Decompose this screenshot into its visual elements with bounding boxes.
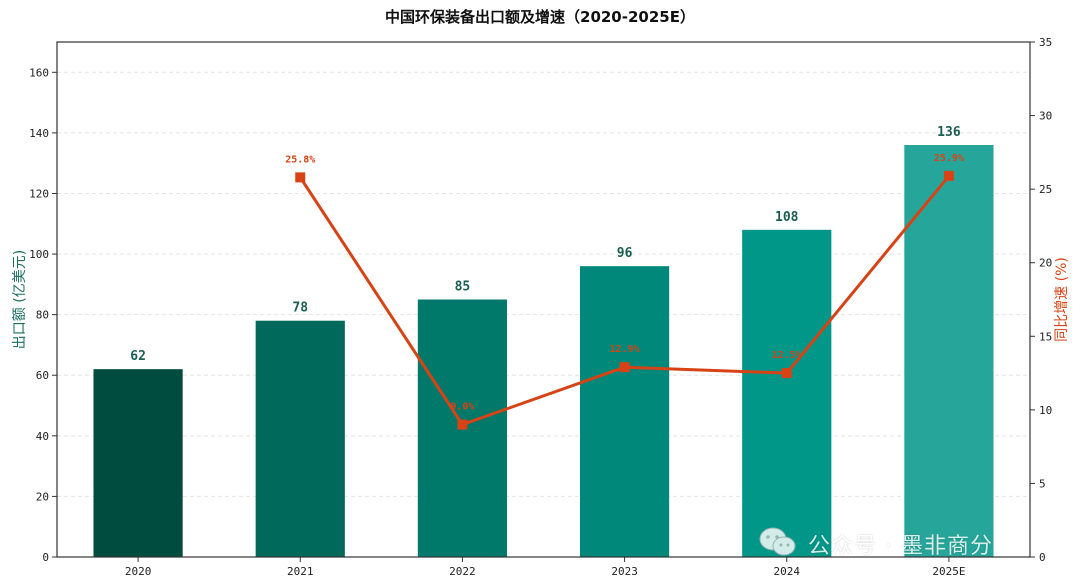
growth-value-label: 9.0% (450, 402, 474, 413)
y-tick-label-right: 30 (1039, 110, 1052, 123)
y-tick-label-left: 140 (29, 127, 49, 140)
bar-value-label: 85 (455, 280, 471, 295)
x-tick-label: 2021 (287, 565, 314, 578)
bar-2025E (904, 145, 994, 557)
x-tick-label: 2024 (774, 565, 801, 578)
bar-value-label: 108 (775, 210, 799, 225)
watermark-text: 公众号 · 墨非商分 (808, 534, 993, 559)
y-tick-label-right: 35 (1039, 36, 1052, 49)
growth-marker (295, 172, 306, 183)
y-tick-label-left: 120 (29, 187, 49, 200)
bar-value-label: 78 (292, 301, 308, 316)
growth-line-series (295, 170, 954, 430)
y-tick-label-right: 0 (1039, 551, 1046, 564)
watermark: 公众号 · 墨非商分 (758, 527, 993, 561)
chart-title: 中国环保装备出口额及增速（2020-2025E） (385, 8, 695, 26)
y-tick-label-right: 10 (1039, 404, 1052, 417)
y-axis-label-left: 出口额 (亿美元) (12, 250, 28, 349)
y-tick-label-right: 5 (1039, 477, 1046, 490)
y-tick-label-left: 20 (36, 490, 49, 503)
y-tick-label-left: 100 (29, 248, 49, 261)
data-labels: 62 78 85 96 108 136 25.8% 9.0% 12.9% 12.5% 25.9% (130, 125, 964, 413)
bar-value-label: 62 (130, 349, 146, 364)
y-tick-label-right: 25 (1039, 183, 1052, 196)
growth-value-label: 12.9% (610, 344, 640, 355)
y-tick-label-right: 15 (1039, 330, 1052, 343)
axes: 0 20 40 60 80 100 120 140 160 0 5 10 15 20 25 30 35 2020 2… (29, 36, 1052, 578)
growth-value-label: 12.5% (772, 350, 802, 361)
y-axis-label-right: 同比增速 (%) (1054, 257, 1070, 342)
growth-marker (619, 362, 630, 373)
bar-value-label: 96 (617, 246, 633, 261)
growth-marker (943, 170, 954, 181)
bar-value-label: 136 (937, 125, 961, 140)
bar-2020 (93, 369, 183, 557)
gridlines (57, 71, 1030, 497)
bar-2024 (742, 229, 832, 557)
x-tick-label: 2022 (449, 565, 476, 578)
plot-frame (56, 41, 1031, 558)
wechat-icon (758, 526, 798, 562)
y-tick-label-left: 80 (36, 309, 49, 322)
bar-series (93, 145, 994, 557)
bar-2021 (255, 320, 345, 557)
x-tick-label: 2023 (611, 565, 638, 578)
y-tick-label-left: 40 (36, 430, 49, 443)
y-tick-label-left: 0 (42, 551, 49, 564)
y-tick-label-left: 160 (29, 66, 49, 79)
x-tick-label: 2020 (125, 565, 152, 578)
x-tick-label: 2025E (932, 565, 965, 578)
growth-marker (781, 368, 792, 379)
y-tick-label-right: 20 (1039, 257, 1052, 270)
growth-value-label: 25.9% (934, 153, 964, 164)
growth-value-label: 25.8% (285, 154, 315, 165)
growth-marker (457, 419, 468, 430)
bar-2023 (579, 266, 670, 557)
y-tick-label-left: 60 (36, 369, 49, 382)
